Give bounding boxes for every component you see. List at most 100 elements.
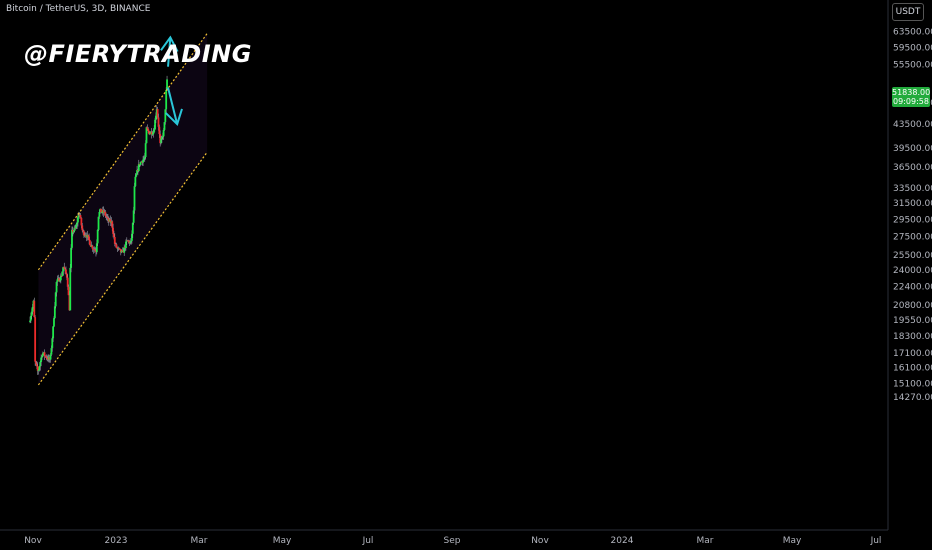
currency-button[interactable]: USDT — [892, 3, 924, 21]
candle-body — [145, 127, 148, 144]
candle — [163, 121, 166, 131]
candle — [43, 349, 46, 361]
symbol-title[interactable]: Bitcoin / TetherUS, 3D, BINANCE — [6, 4, 151, 14]
candle-body — [78, 214, 81, 216]
candle-body — [104, 211, 107, 216]
candle-body — [71, 229, 73, 248]
candle-body — [156, 109, 159, 118]
candle-body — [91, 245, 94, 249]
candle-body — [143, 158, 145, 160]
candle — [46, 355, 49, 362]
candle — [70, 244, 73, 273]
candle-body — [153, 129, 156, 133]
candle — [34, 315, 37, 366]
channel-upper-line[interactable] — [37, 33, 208, 271]
candle-body — [35, 363, 38, 367]
candle-body — [87, 234, 90, 237]
candle-body — [166, 79, 168, 90]
price-axis-label: 16100.00 — [893, 364, 932, 374]
candle — [166, 75, 168, 91]
candle — [53, 316, 55, 328]
candle-body — [60, 275, 63, 277]
candle-body — [77, 216, 79, 223]
price-axis-label: 14270.00 — [893, 393, 932, 403]
candle — [96, 228, 99, 247]
candle — [154, 117, 156, 130]
candle — [131, 222, 134, 238]
candle-body — [59, 280, 61, 282]
candle-body — [165, 89, 168, 110]
candle-body — [89, 240, 91, 246]
candle-body — [76, 222, 79, 225]
time-axis-label: Jul — [870, 536, 882, 546]
time-axis-label: Jul — [362, 536, 374, 546]
candle-body — [77, 214, 80, 217]
price-axis-label: 22400.00 — [893, 283, 932, 293]
candle — [137, 159, 140, 173]
candle-body — [147, 128, 150, 131]
candle-body — [163, 122, 166, 130]
candle-body — [75, 224, 78, 229]
projection-arrow[interactable] — [165, 87, 183, 127]
candle-body — [113, 233, 115, 238]
candle — [109, 215, 112, 226]
candle-body — [159, 134, 162, 144]
candle-body — [100, 208, 102, 213]
candle — [69, 263, 72, 311]
candle-body — [149, 133, 151, 135]
candle-body — [120, 250, 123, 253]
candle-body — [151, 134, 154, 135]
price-axis-label: 15100.00 — [893, 379, 932, 389]
candle-body — [66, 277, 69, 287]
candle-body — [43, 352, 46, 356]
candles-layer — [29, 75, 168, 375]
candle-body — [37, 370, 40, 371]
candle-body — [131, 222, 134, 234]
candle-body — [69, 267, 72, 311]
price-axis-label: 59500.00 — [893, 43, 932, 53]
candle-body — [129, 241, 132, 244]
candle-body — [46, 357, 49, 359]
candle — [105, 213, 108, 221]
candle-body — [56, 279, 59, 282]
candle — [65, 266, 67, 275]
projection-arrow[interactable] — [160, 35, 179, 67]
candle — [156, 107, 159, 119]
price-axis-label: 39500.00 — [893, 144, 932, 154]
candle-body — [146, 127, 149, 129]
last-price-tag: 51838.00 09:09:58 — [892, 87, 930, 107]
candle — [133, 182, 136, 214]
time-axis-label: May — [783, 536, 802, 546]
candle-body — [142, 159, 144, 163]
candle-body — [73, 227, 76, 231]
candle-body — [112, 227, 114, 234]
candle-body — [29, 315, 32, 321]
candle-body — [105, 215, 108, 217]
candle-body — [139, 162, 142, 165]
candle-body — [123, 246, 126, 253]
candle-body — [115, 244, 118, 248]
price-axis-label: 18300.00 — [893, 332, 932, 342]
candle — [115, 242, 118, 249]
candle — [67, 284, 70, 296]
time-axis[interactable]: Nov 2023 Mar May Jul Sep Nov 2024 Mar May Jul — [24, 536, 881, 546]
candle-body — [39, 362, 42, 367]
candle-body — [61, 271, 64, 276]
candle-body — [31, 307, 34, 312]
candle-body — [162, 129, 165, 137]
price-axis-label: 24000.00 — [893, 266, 932, 276]
candle — [36, 362, 39, 375]
candle-body — [154, 119, 156, 130]
price-axis-label: 27500.00 — [893, 232, 932, 242]
candle-body — [133, 186, 136, 211]
candle-body — [121, 250, 124, 252]
candle — [106, 214, 108, 221]
candle-body — [144, 143, 147, 158]
candle-body — [150, 131, 153, 135]
candle-body — [95, 243, 98, 253]
candle — [97, 216, 100, 232]
candle-body — [50, 348, 53, 355]
candle — [100, 208, 102, 213]
candle — [94, 247, 96, 251]
